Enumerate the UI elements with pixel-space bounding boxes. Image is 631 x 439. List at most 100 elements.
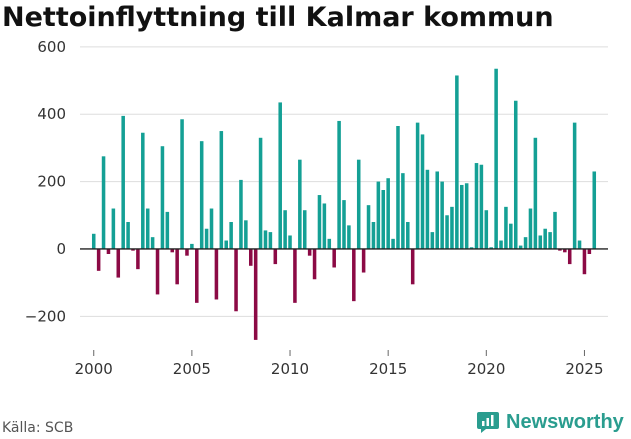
source-label: Källa: SCB (2, 420, 74, 436)
chart-title: Nettoinflyttning till Kalmar kommun (2, 2, 554, 33)
bar (366, 205, 371, 249)
bar (361, 248, 366, 273)
bar (116, 248, 121, 278)
bar (106, 248, 111, 254)
bar (111, 208, 116, 249)
bar (317, 195, 322, 249)
bar (136, 248, 140, 270)
bar (170, 248, 175, 253)
bar (469, 247, 474, 249)
newsworthy-icon (477, 412, 499, 433)
bar (509, 223, 513, 249)
bar (258, 137, 263, 249)
bar (558, 248, 562, 251)
brand-name: Newsworthy (506, 410, 624, 433)
bar (587, 248, 592, 254)
bar (244, 220, 248, 249)
bar (131, 248, 135, 251)
bar (523, 237, 528, 249)
bar (145, 208, 150, 249)
bar (386, 178, 390, 249)
bar (479, 164, 484, 249)
bar (391, 238, 395, 249)
bar (425, 169, 430, 249)
bar (219, 131, 224, 249)
bar (141, 132, 145, 249)
bar (322, 203, 327, 249)
bar (445, 215, 449, 249)
bar (165, 211, 170, 249)
bar (190, 243, 194, 249)
bar (518, 245, 523, 249)
bar (298, 159, 302, 249)
bar (396, 126, 400, 249)
bar (293, 248, 297, 303)
bar (592, 171, 597, 249)
bar (513, 100, 518, 249)
bar (327, 238, 332, 249)
bar (268, 232, 273, 249)
bar (563, 248, 567, 253)
bar (195, 248, 199, 303)
bar (96, 248, 101, 271)
bar (430, 232, 435, 249)
bar (263, 230, 268, 249)
bar (224, 240, 228, 249)
bar (185, 248, 189, 256)
bar (528, 208, 533, 249)
bar (199, 141, 204, 249)
bar (288, 235, 292, 249)
bar (180, 119, 184, 249)
bar (101, 156, 106, 249)
bar (347, 225, 351, 249)
bar (175, 248, 179, 285)
bar (381, 190, 386, 249)
bar (435, 171, 440, 249)
x-tick-label: 2005 (173, 360, 211, 378)
bar (229, 222, 233, 249)
bar (307, 248, 312, 256)
bar (352, 248, 356, 302)
bar (464, 183, 469, 249)
y-tick-label: 200 (37, 173, 66, 191)
bar (376, 181, 381, 249)
bar (494, 68, 498, 249)
bar (567, 248, 572, 265)
bar (273, 248, 278, 265)
bar (420, 134, 425, 249)
x-tick-label: 2015 (369, 360, 407, 378)
x-tick-label: 2010 (271, 360, 309, 378)
x-tick-label: 2000 (75, 360, 113, 378)
x-tick-label: 2020 (467, 360, 505, 378)
bar (543, 228, 547, 249)
bar (342, 200, 346, 249)
bar (234, 248, 238, 312)
bar (155, 248, 160, 295)
bar (214, 248, 219, 300)
bar (209, 208, 214, 249)
bar (312, 248, 317, 280)
bar (283, 210, 287, 249)
bar (499, 240, 503, 249)
bar (553, 211, 557, 249)
bar (121, 115, 125, 249)
bar (533, 137, 538, 249)
y-tick-label: 0 (56, 240, 66, 258)
bar (401, 173, 405, 249)
bar (204, 228, 209, 249)
bar-chart: −200 0 200 400 600 2000 2005 2010 2015 2020 2025 (25, 38, 608, 378)
y-tick-label: 600 (37, 38, 66, 56)
bar (332, 248, 336, 268)
bar (160, 146, 165, 249)
bar (474, 163, 479, 249)
bar (415, 122, 420, 249)
bar (126, 222, 130, 249)
bar (577, 240, 582, 249)
bar (278, 102, 282, 249)
bar (548, 232, 552, 249)
bar (253, 248, 258, 340)
bar (356, 159, 361, 249)
bar (371, 222, 376, 249)
bar (91, 233, 96, 249)
bar (440, 181, 444, 249)
